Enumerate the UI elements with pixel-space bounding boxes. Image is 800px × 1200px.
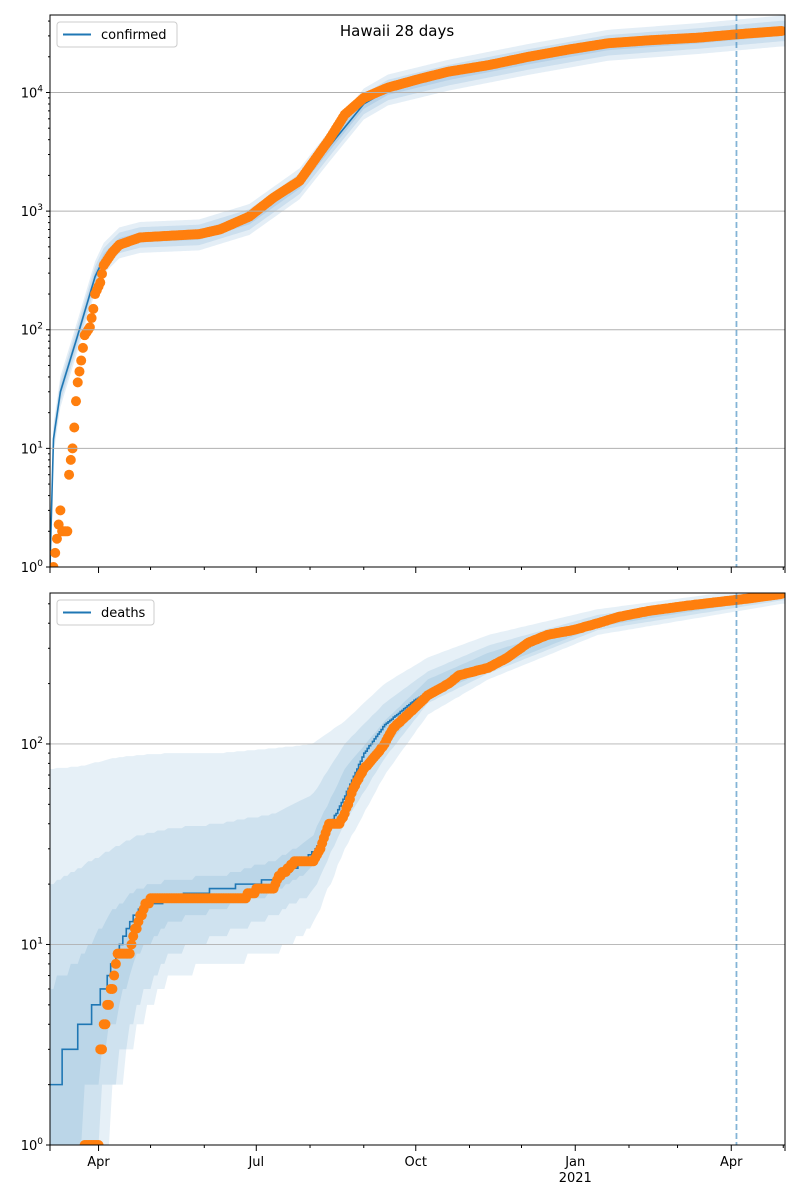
observed-point <box>50 562 59 567</box>
observed-point <box>84 322 95 333</box>
tick-exponent: 3 <box>37 203 43 213</box>
plot-area <box>50 15 785 567</box>
observed-point <box>124 948 135 959</box>
legend-box <box>56 21 178 48</box>
legend: deaths <box>56 599 155 626</box>
axes-frame <box>49 592 786 1146</box>
tick-base: 10 <box>21 1139 38 1154</box>
observed-point <box>776 25 785 36</box>
x-tick-label: Apr <box>87 1155 110 1170</box>
tick-base: 10 <box>21 442 38 457</box>
observed-point <box>65 454 76 465</box>
observed-point <box>95 277 106 288</box>
tick-exponent: 0 <box>37 1137 43 1147</box>
x-tick-year-label: 2021 <box>559 1171 592 1186</box>
tick-exponent: 0 <box>37 559 43 569</box>
tick-exponent: 2 <box>37 322 43 332</box>
observed-point <box>97 268 108 279</box>
tick-base: 10 <box>21 938 38 953</box>
tick-exponent: 1 <box>37 440 43 450</box>
observed-point <box>103 999 114 1010</box>
tick-base: 10 <box>21 738 38 753</box>
y-tick-label: 100 <box>21 559 44 576</box>
observed-point <box>93 1140 104 1145</box>
x-tick-label: Jan <box>564 1155 585 1170</box>
tick-base: 10 <box>21 86 38 101</box>
tick-exponent: 1 <box>37 936 43 946</box>
y-tick-label: 102 <box>21 736 43 753</box>
y-tick-label: 101 <box>21 440 43 457</box>
y-tick-label: 101 <box>21 936 43 953</box>
tick-exponent: 4 <box>37 84 43 94</box>
y-tick-label: 104 <box>21 84 44 101</box>
y-tick-label: 100 <box>21 1137 44 1154</box>
observed-point <box>128 931 139 942</box>
legend-label: confirmed <box>101 28 167 43</box>
tick-base: 10 <box>21 205 38 220</box>
y-tick-label: 102 <box>21 322 43 339</box>
observed-point <box>72 377 83 388</box>
tick-base: 10 <box>21 561 38 576</box>
x-tick-label: Jul <box>247 1155 264 1170</box>
observed-point <box>76 355 87 366</box>
y-tick-label: 103 <box>21 203 43 220</box>
x-tick-label: Apr <box>720 1155 743 1170</box>
observed-point <box>110 958 121 969</box>
observed-point <box>74 366 85 377</box>
tick-base: 10 <box>21 324 38 339</box>
legend-box <box>56 599 155 626</box>
observed-point <box>69 422 80 433</box>
observed-point <box>64 469 75 480</box>
legend-label: deaths <box>101 606 146 621</box>
observed-point <box>62 526 73 537</box>
observed-point <box>88 303 99 314</box>
chart-title: Hawaii 28 days <box>340 22 454 40</box>
observed-point <box>100 1019 111 1030</box>
observed-point <box>97 1044 108 1055</box>
x-tick-label: Oct <box>405 1155 427 1170</box>
observed-point <box>86 313 97 324</box>
observed-point <box>51 533 62 544</box>
axes-frame <box>49 14 786 568</box>
legend: confirmed <box>56 21 178 48</box>
observed-point <box>776 593 785 599</box>
observed-point <box>71 396 82 407</box>
observed-point <box>77 342 88 353</box>
observed-point <box>107 983 118 994</box>
plot-area <box>50 593 785 1145</box>
tick-exponent: 2 <box>37 736 43 746</box>
observed-point <box>109 970 120 981</box>
observed-point <box>50 547 61 558</box>
observed-point <box>55 505 66 516</box>
